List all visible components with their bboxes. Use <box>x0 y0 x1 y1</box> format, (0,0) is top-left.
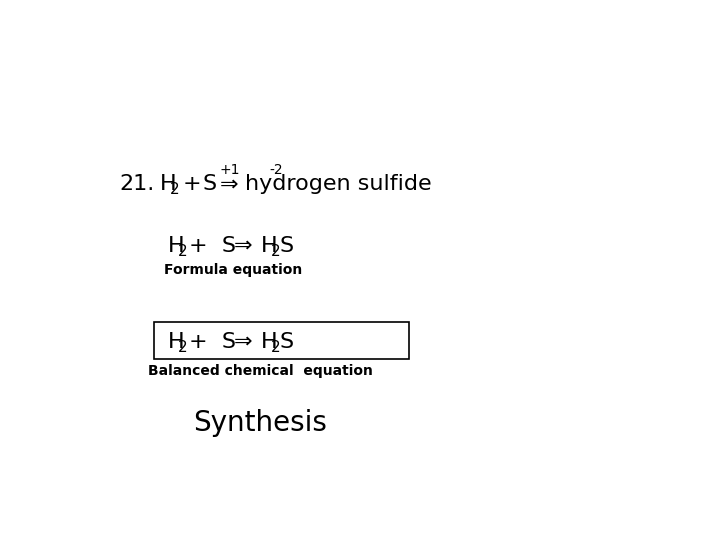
Text: 2: 2 <box>271 340 280 355</box>
Text: ⇒: ⇒ <box>233 236 252 256</box>
Text: S: S <box>279 332 293 352</box>
Text: +  S: + S <box>189 332 236 352</box>
Text: +  S: + S <box>189 236 236 256</box>
Text: -2: -2 <box>269 163 283 177</box>
Text: H: H <box>160 174 176 194</box>
Text: hydrogen sulfide: hydrogen sulfide <box>245 174 431 194</box>
Text: H: H <box>261 332 277 352</box>
Text: 2: 2 <box>178 340 187 355</box>
Text: H: H <box>168 332 184 352</box>
Text: H: H <box>168 236 184 256</box>
Text: ⇒: ⇒ <box>233 332 252 352</box>
Text: +: + <box>183 174 202 194</box>
Text: S: S <box>202 174 217 194</box>
Text: ⇒: ⇒ <box>220 174 239 194</box>
Text: 2: 2 <box>271 244 280 259</box>
Text: H: H <box>261 236 277 256</box>
Text: 21.: 21. <box>120 174 155 194</box>
Text: +1: +1 <box>220 163 240 177</box>
Text: Balanced chemical  equation: Balanced chemical equation <box>148 364 373 378</box>
Text: S: S <box>279 236 293 256</box>
Text: 2: 2 <box>170 182 179 197</box>
FancyBboxPatch shape <box>153 322 409 359</box>
Text: Formula equation: Formula equation <box>164 264 302 278</box>
Text: Synthesis: Synthesis <box>194 409 328 437</box>
Text: 2: 2 <box>178 244 187 259</box>
